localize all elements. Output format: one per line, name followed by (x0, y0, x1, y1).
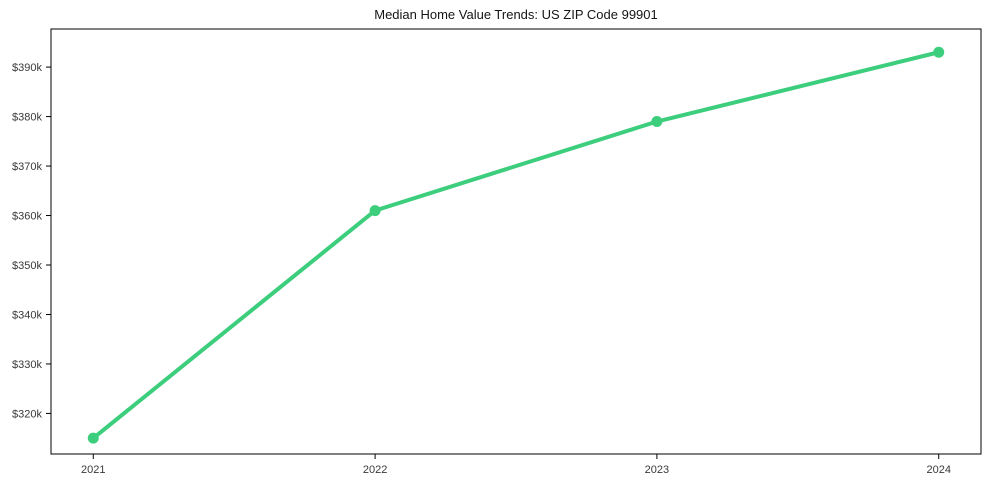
trend-line (91, 50, 941, 441)
data-point-marker (933, 46, 945, 58)
y-tick-label: $390k (12, 62, 42, 74)
data-point-marker (369, 205, 381, 217)
plot-border (50, 28, 982, 455)
data-point-marker (651, 116, 663, 128)
data-point-marker (87, 432, 99, 444)
y-tick-label: $370k (12, 161, 42, 173)
x-tick-label: 2021 (81, 464, 105, 476)
y-tick-label: $360k (12, 211, 42, 223)
x-tick-label: 2024 (926, 464, 950, 476)
x-tick-label: 2023 (645, 464, 669, 476)
x-tick-label: 2022 (363, 464, 387, 476)
y-tick-label: $350k (12, 260, 42, 272)
y-tick-label: $340k (12, 309, 42, 321)
y-tick-label: $330k (12, 359, 42, 371)
y-tick-label: $320k (12, 408, 42, 420)
y-tick-label: $380k (12, 112, 42, 124)
chart-title: Median Home Value Trends: US ZIP Code 99… (374, 7, 658, 22)
